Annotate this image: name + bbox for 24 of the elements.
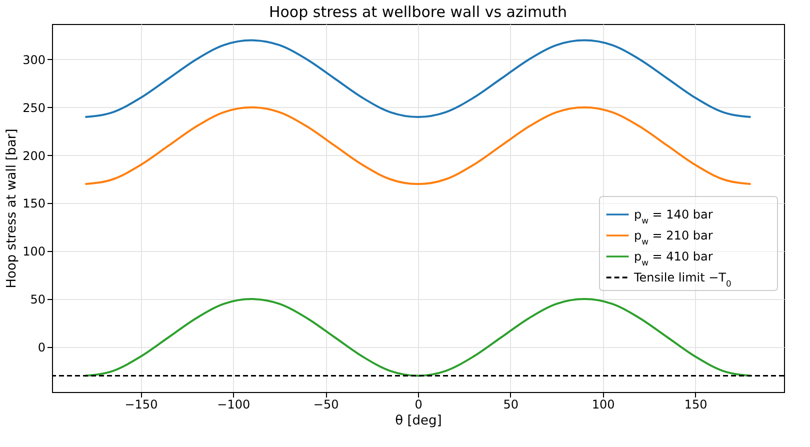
x-tick-label: −50: [313, 398, 339, 412]
y-tick-label: 250: [22, 100, 46, 115]
legend-label: Tensile limit −T$_{0}$: [633, 270, 732, 288]
line-series: [84, 39, 752, 118]
chart-title: Hoop stress at wellbore wall vs azimuth: [268, 3, 568, 21]
legend-label: p$_{w}$ = 410 bar: [634, 250, 713, 268]
x-axis-title: θ [deg]: [395, 414, 442, 428]
y-axis-title: Hoop stress at wall [bar]: [4, 128, 20, 288]
y-tick-label: 0: [38, 340, 46, 354]
y-tick-label: 300: [22, 52, 46, 67]
y-tick-label: 200: [22, 148, 46, 163]
x-tick-label: −150: [124, 398, 158, 412]
y-tick-label: 150: [22, 196, 46, 211]
x-tick-label: 50: [503, 398, 519, 412]
x-tick-label: 0: [414, 398, 422, 412]
line-series: [84, 106, 752, 186]
y-tick-label: 100: [22, 244, 46, 259]
legend-label: p$_{w}$ = 140 bar: [634, 208, 713, 226]
y-tick-label: 50: [30, 292, 46, 307]
line-series: [84, 298, 752, 377]
legend-label: p$_{w}$ = 210 bar: [634, 228, 713, 246]
x-tick-label: 150: [684, 398, 708, 412]
x-tick-label: −100: [217, 398, 250, 412]
x-tick-label: 100: [592, 398, 615, 412]
